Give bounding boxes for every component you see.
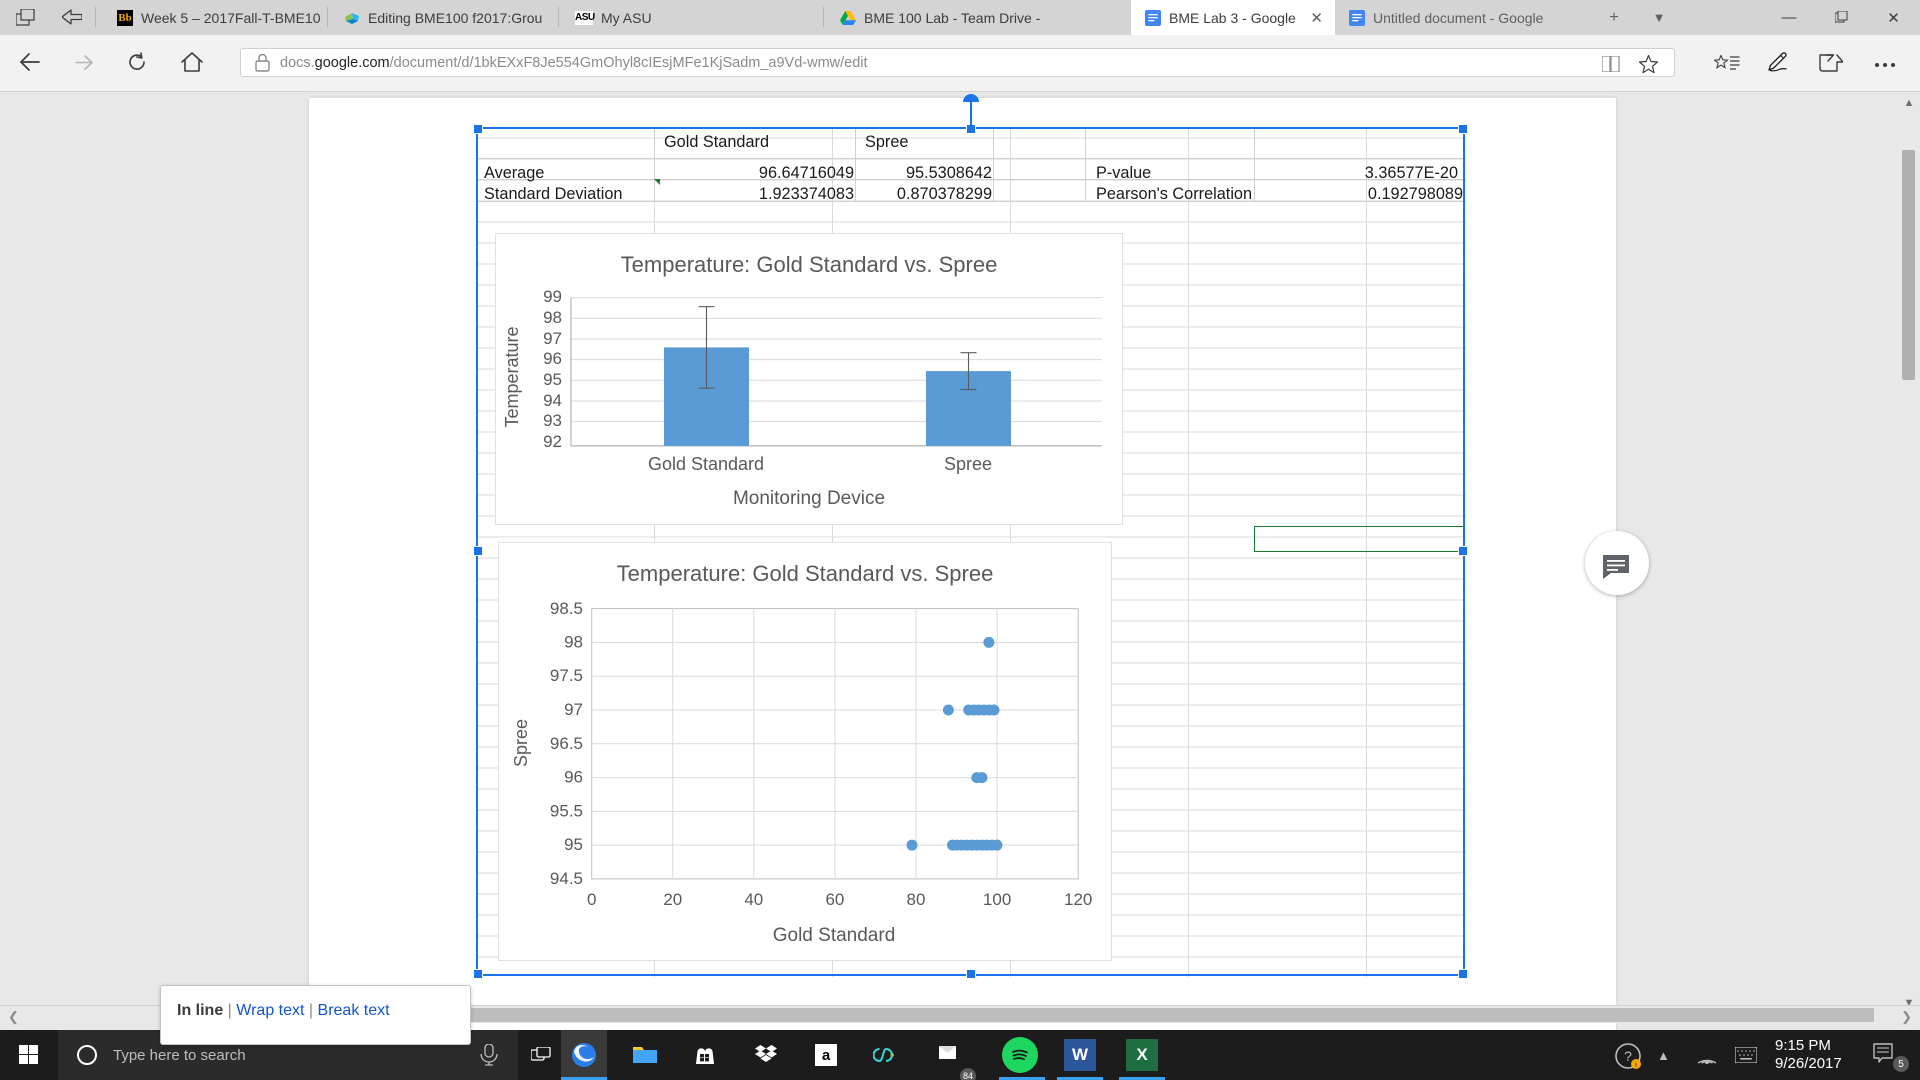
svg-text:94: 94 xyxy=(543,391,562,410)
svg-text:?: ? xyxy=(1624,1048,1632,1064)
svg-text:0: 0 xyxy=(587,890,596,909)
svg-text:95: 95 xyxy=(543,370,562,389)
svg-text:Gold Standard: Gold Standard xyxy=(773,925,896,946)
svg-text:92: 92 xyxy=(543,432,562,451)
svg-text:120: 120 xyxy=(1064,890,1092,909)
svg-text:96.5: 96.5 xyxy=(550,734,583,753)
svg-text:97.5: 97.5 xyxy=(550,667,583,686)
svg-text:98.5: 98.5 xyxy=(550,599,583,618)
svg-text:95: 95 xyxy=(564,835,583,854)
svg-text:20: 20 xyxy=(664,890,683,909)
svg-text:Monitoring Device: Monitoring Device xyxy=(733,488,885,509)
svg-text:98: 98 xyxy=(564,633,583,652)
svg-text:94.5: 94.5 xyxy=(550,869,583,888)
svg-text:40: 40 xyxy=(745,890,764,909)
svg-text:80: 80 xyxy=(907,890,926,909)
svg-text:96: 96 xyxy=(543,349,562,368)
svg-text:Spree: Spree xyxy=(944,454,992,474)
svg-text:96: 96 xyxy=(564,768,583,787)
svg-text:93: 93 xyxy=(543,411,562,430)
svg-text:Temperature: Temperature xyxy=(502,327,522,428)
svg-text:97: 97 xyxy=(564,700,583,719)
svg-text:95.5: 95.5 xyxy=(550,802,583,821)
svg-text:Spree: Spree xyxy=(511,719,531,767)
svg-text:99: 99 xyxy=(543,287,562,306)
svg-text:60: 60 xyxy=(826,890,845,909)
svg-text:Gold Standard: Gold Standard xyxy=(648,454,764,474)
svg-text:98: 98 xyxy=(543,308,562,327)
svg-text:97: 97 xyxy=(543,329,562,348)
svg-text:100: 100 xyxy=(983,890,1011,909)
svg-text:Temperature: Gold Standard vs.: Temperature: Gold Standard vs. Spree xyxy=(617,561,994,586)
svg-text:Temperature: Gold Standard vs.: Temperature: Gold Standard vs. Spree xyxy=(620,252,997,277)
